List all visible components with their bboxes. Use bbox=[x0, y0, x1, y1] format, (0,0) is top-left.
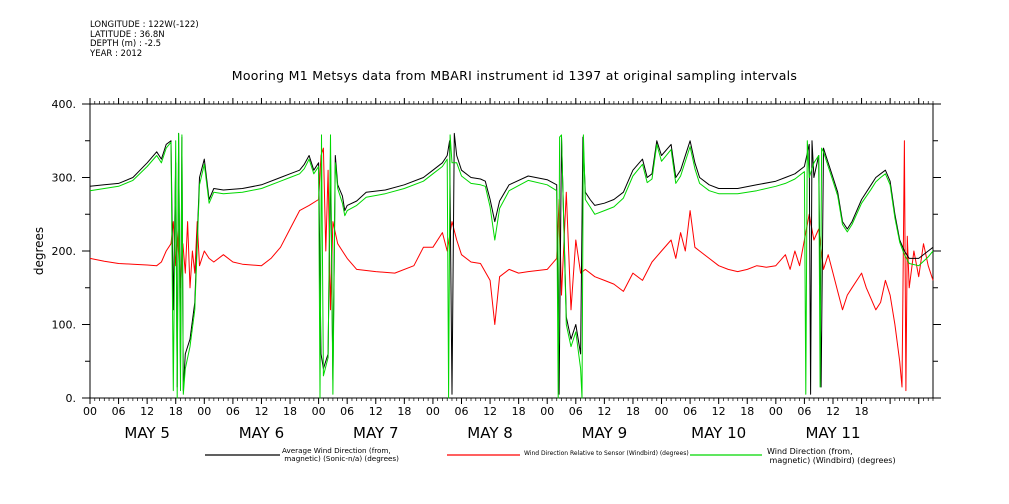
x-tick-label: 18 bbox=[169, 405, 183, 418]
x-tick-label: 06 bbox=[340, 405, 354, 418]
x-tick-label: 18 bbox=[512, 405, 526, 418]
longitude-label: LONGITUDE : 122W(-122) bbox=[90, 20, 199, 30]
x-tick-label: 00 bbox=[426, 405, 440, 418]
x-tick-label: 00 bbox=[540, 405, 554, 418]
legend-label-windbird: Wind Direction (from, magnetic) (Windbir… bbox=[767, 447, 896, 465]
x-day-label: MAY 5 bbox=[124, 424, 170, 442]
y-tick-label: 200. bbox=[52, 245, 77, 258]
x-tick-label: 12 bbox=[369, 405, 383, 418]
depth-label: DEPTH (m) : -2.5 bbox=[90, 39, 162, 49]
y-tick-label: 0. bbox=[66, 392, 77, 405]
x-tick-label: 18 bbox=[740, 405, 754, 418]
metadata-block: LONGITUDE : 122W(-122) LATITUDE : 36.8N … bbox=[90, 20, 199, 59]
y-tick-label: 300. bbox=[52, 172, 77, 185]
x-tick-label: 00 bbox=[312, 405, 326, 418]
x-tick-label: 12 bbox=[140, 405, 154, 418]
x-tick-label: 00 bbox=[197, 405, 211, 418]
x-tick-label: 00 bbox=[769, 405, 783, 418]
x-day-label: MAY 10 bbox=[691, 424, 746, 442]
y-tick-label: 100. bbox=[52, 319, 77, 332]
legend-label-relative-wind: Wind Direction Relative to Sensor (Windb… bbox=[524, 450, 689, 457]
x-day-label: MAY 9 bbox=[582, 424, 628, 442]
x-tick-label: 12 bbox=[254, 405, 268, 418]
x-tick-label: 18 bbox=[855, 405, 869, 418]
x-tick-label: 00 bbox=[83, 405, 97, 418]
x-tick-label: 06 bbox=[569, 405, 583, 418]
x-tick-label: 12 bbox=[483, 405, 497, 418]
x-tick-label: 06 bbox=[112, 405, 126, 418]
x-tick-label: 00 bbox=[655, 405, 669, 418]
legend-label-average-wind: Average Wind Direction (from, magnetic) … bbox=[282, 446, 399, 463]
series-line-2 bbox=[89, 132, 934, 399]
x-tick-label: 18 bbox=[397, 405, 411, 418]
chart-title: Mooring M1 Metsys data from MBARI instru… bbox=[231, 68, 798, 83]
x-tick-label: 06 bbox=[226, 405, 240, 418]
y-tick-label: 400. bbox=[52, 98, 77, 111]
x-day-label: MAY 11 bbox=[805, 424, 860, 442]
x-tick-label: 18 bbox=[626, 405, 640, 418]
x-tick-label: 06 bbox=[797, 405, 811, 418]
y-axis-label: degrees bbox=[32, 227, 46, 275]
x-tick-label: 12 bbox=[712, 405, 726, 418]
x-day-label: MAY 6 bbox=[239, 424, 285, 442]
series-line-1 bbox=[89, 140, 934, 392]
year-label: YEAR : 2012 bbox=[90, 48, 143, 59]
x-day-label: MAY 7 bbox=[353, 424, 399, 442]
x-tick-label: 06 bbox=[683, 405, 697, 418]
x-tick-label: 12 bbox=[597, 405, 611, 418]
x-day-label: MAY 8 bbox=[467, 424, 513, 442]
latitude-label: LATITUDE : 36.8N bbox=[90, 29, 165, 40]
x-tick-label: 06 bbox=[454, 405, 468, 418]
x-tick-label: 18 bbox=[283, 405, 297, 418]
x-tick-label: 12 bbox=[826, 405, 840, 418]
